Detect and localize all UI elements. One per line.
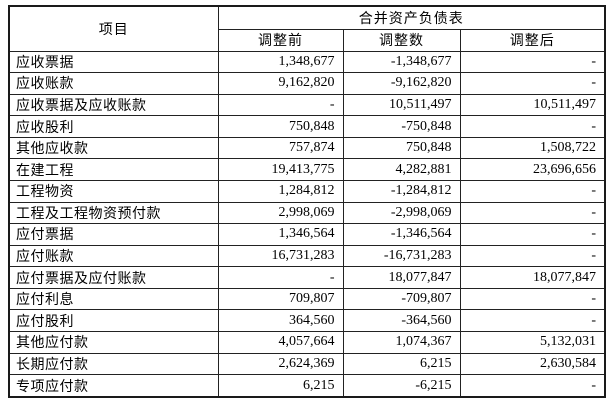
table-row: 应付股利 364,560 -364,560 - bbox=[8, 309, 606, 333]
after-adjustment-cell: - bbox=[459, 50, 606, 74]
after-adjustment-cell: 5,132,031 bbox=[459, 331, 606, 354]
before-adjustment-cell: 19,413,775 bbox=[217, 158, 344, 181]
adjustment-amount-cell: -2,998,069 bbox=[342, 201, 461, 225]
item-name-cell: 其他应付款 bbox=[8, 331, 219, 354]
before-adjustment-cell: 757,874 bbox=[217, 136, 344, 160]
table-row: 工程及工程物资预付款 2,998,069 -2,998,069 - bbox=[8, 201, 606, 225]
after-adjustment-cell: - bbox=[459, 223, 606, 246]
before-adjustment-cell: 750,848 bbox=[217, 115, 344, 138]
after-adjustment-cell: 18,077,847 bbox=[459, 266, 606, 289]
item-name-cell: 应收票据 bbox=[8, 50, 219, 74]
item-name-cell: 专项应付款 bbox=[8, 374, 219, 398]
column-header-adjustment-amount: 调整数 bbox=[342, 28, 461, 52]
adjustment-amount-cell: 750,848 bbox=[342, 136, 461, 160]
table-row: 在建工程 19,413,775 4,282,881 23,696,656 bbox=[8, 158, 606, 181]
after-adjustment-cell: - bbox=[459, 179, 606, 203]
before-adjustment-cell: - bbox=[217, 266, 344, 289]
after-adjustment-cell: - bbox=[459, 287, 606, 311]
table-row: 应收账款 9,162,820 -9,162,820 - bbox=[8, 72, 606, 95]
item-name-cell: 应付账款 bbox=[8, 244, 219, 268]
item-name-cell: 长期应付款 bbox=[8, 352, 219, 376]
adjustment-amount-cell: 18,077,847 bbox=[342, 266, 461, 289]
item-name-cell: 工程物资 bbox=[8, 179, 219, 203]
after-adjustment-cell: 2,630,584 bbox=[459, 352, 606, 376]
item-name-cell: 应付股利 bbox=[8, 309, 219, 333]
before-adjustment-cell: - bbox=[217, 93, 344, 117]
before-adjustment-cell: 1,346,564 bbox=[217, 223, 344, 246]
after-adjustment-cell: - bbox=[459, 72, 606, 95]
balance-sheet-adjustment-table: 项目 合并资产负债表 调整前 调整数 调整后 应收票据 1,348,677 -1… bbox=[8, 5, 606, 398]
column-header-after-adjustment: 调整后 bbox=[459, 28, 606, 52]
before-adjustment-cell: 6,215 bbox=[217, 374, 344, 398]
column-header-before-adjustment: 调整前 bbox=[217, 28, 344, 52]
before-adjustment-cell: 2,998,069 bbox=[217, 201, 344, 225]
item-name-cell: 应付票据及应付账款 bbox=[8, 266, 219, 289]
table-row: 应付票据 1,346,564 -1,346,564 - bbox=[8, 223, 606, 246]
item-name-cell: 应付票据 bbox=[8, 223, 219, 246]
before-adjustment-cell: 1,348,677 bbox=[217, 50, 344, 74]
after-adjustment-cell: - bbox=[459, 374, 606, 398]
adjustment-amount-cell: -709,807 bbox=[342, 287, 461, 311]
table-row: 应收股利 750,848 -750,848 - bbox=[8, 115, 606, 138]
item-name-cell: 应付利息 bbox=[8, 287, 219, 311]
item-name-cell: 应收账款 bbox=[8, 72, 219, 95]
table-row: 应收票据及应收账款 - 10,511,497 10,511,497 bbox=[8, 93, 606, 117]
after-adjustment-cell: - bbox=[459, 244, 606, 268]
before-adjustment-cell: 709,807 bbox=[217, 287, 344, 311]
item-name-cell: 其他应收款 bbox=[8, 136, 219, 160]
adjustment-amount-cell: -1,348,677 bbox=[342, 50, 461, 74]
table-row: 应收票据 1,348,677 -1,348,677 - bbox=[8, 50, 606, 74]
adjustment-amount-cell: 4,282,881 bbox=[342, 158, 461, 181]
adjustment-amount-cell: -1,346,564 bbox=[342, 223, 461, 246]
adjustment-amount-cell: -9,162,820 bbox=[342, 72, 461, 95]
adjustment-amount-cell: -1,284,812 bbox=[342, 179, 461, 203]
table-row: 其他应收款 757,874 750,848 1,508,722 bbox=[8, 136, 606, 160]
before-adjustment-cell: 2,624,369 bbox=[217, 352, 344, 376]
adjustment-amount-cell: -750,848 bbox=[342, 115, 461, 138]
adjustment-amount-cell: 6,215 bbox=[342, 352, 461, 376]
before-adjustment-cell: 1,284,812 bbox=[217, 179, 344, 203]
adjustment-amount-cell: -16,731,283 bbox=[342, 244, 461, 268]
item-name-cell: 工程及工程物资预付款 bbox=[8, 201, 219, 225]
adjustment-amount-cell: 1,074,367 bbox=[342, 331, 461, 354]
after-adjustment-cell: 1,508,722 bbox=[459, 136, 606, 160]
after-adjustment-cell: - bbox=[459, 201, 606, 225]
table-row: 其他应付款 4,057,664 1,074,367 5,132,031 bbox=[8, 331, 606, 354]
before-adjustment-cell: 4,057,664 bbox=[217, 331, 344, 354]
item-name-cell: 应收票据及应收账款 bbox=[8, 93, 219, 117]
group-header-consolidated-balance-sheet: 合并资产负债表 bbox=[217, 5, 606, 30]
table-body: 应收票据 1,348,677 -1,348,677 - 应收账款 9,162,8… bbox=[8, 50, 606, 398]
table-row: 专项应付款 6,215 -6,215 - bbox=[8, 374, 606, 398]
after-adjustment-cell: - bbox=[459, 115, 606, 138]
column-header-item: 项目 bbox=[8, 5, 219, 52]
before-adjustment-cell: 16,731,283 bbox=[217, 244, 344, 268]
item-name-cell: 在建工程 bbox=[8, 158, 219, 181]
adjustment-amount-cell: 10,511,497 bbox=[342, 93, 461, 117]
adjustment-amount-cell: -364,560 bbox=[342, 309, 461, 333]
before-adjustment-cell: 364,560 bbox=[217, 309, 344, 333]
table-row: 应付票据及应付账款 - 18,077,847 18,077,847 bbox=[8, 266, 606, 289]
table-row: 应付利息 709,807 -709,807 - bbox=[8, 287, 606, 311]
after-adjustment-cell: - bbox=[459, 309, 606, 333]
table-row: 工程物资 1,284,812 -1,284,812 - bbox=[8, 179, 606, 203]
table-row: 应付账款 16,731,283 -16,731,283 - bbox=[8, 244, 606, 268]
after-adjustment-cell: 23,696,656 bbox=[459, 158, 606, 181]
adjustment-amount-cell: -6,215 bbox=[342, 374, 461, 398]
before-adjustment-cell: 9,162,820 bbox=[217, 72, 344, 95]
table-row: 长期应付款 2,624,369 6,215 2,630,584 bbox=[8, 352, 606, 376]
after-adjustment-cell: 10,511,497 bbox=[459, 93, 606, 117]
item-name-cell: 应收股利 bbox=[8, 115, 219, 138]
